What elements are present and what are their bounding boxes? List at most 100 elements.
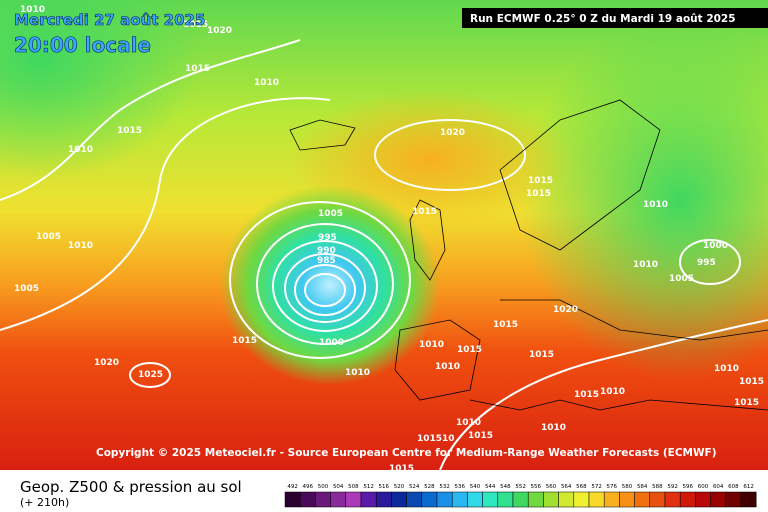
coastlines — [289, 99, 768, 411]
scale-label: 556 — [531, 484, 542, 490]
scale-label: 572 — [591, 484, 602, 490]
scale-label: 608 — [728, 484, 739, 490]
scale-label: 576 — [607, 484, 618, 490]
scale-swatch — [451, 491, 468, 508]
scale-swatch — [436, 491, 453, 508]
scale-swatch — [558, 491, 575, 508]
scale-label: 600 — [698, 484, 709, 490]
scale-swatch — [588, 491, 605, 508]
isobar-label: 1010 — [68, 241, 93, 251]
scale-swatch — [406, 491, 423, 508]
copyright: Copyright © 2025 Meteociel.fr - Source E… — [96, 447, 717, 459]
isobar-label: 985 — [317, 256, 336, 266]
scale-swatch — [482, 491, 499, 508]
isobar-label: 1010 — [345, 368, 370, 378]
scale-label: 540 — [470, 484, 481, 490]
isobar-label: 1015 — [185, 64, 210, 74]
isobar-label: 1010 — [419, 340, 444, 350]
scale-label: 496 — [303, 484, 314, 490]
scale-swatch — [360, 491, 377, 508]
isobar-label: 1010 — [643, 200, 668, 210]
isobar-label: 1025 — [138, 370, 163, 380]
scale-swatch — [634, 491, 651, 508]
scale-swatch — [649, 491, 666, 508]
scale-label: 548 — [500, 484, 511, 490]
isobar-label: 1020 — [553, 305, 578, 315]
scale-label: 520 — [394, 484, 405, 490]
isobar-label: 1000 — [319, 338, 344, 348]
isobar-label: 1005 — [318, 209, 343, 219]
isobar-label: 1010 — [714, 364, 739, 374]
scale-swatch — [315, 491, 331, 508]
isobar-label: 1020 — [440, 128, 465, 138]
scale-swatch — [679, 491, 696, 508]
scale-label: 612 — [743, 484, 754, 490]
scale-label: 552 — [515, 484, 526, 490]
scale-swatch — [467, 491, 483, 508]
isobar-label: 1020 — [94, 358, 119, 368]
scale-swatch — [603, 491, 620, 508]
scale-label: 532 — [439, 484, 450, 490]
isobar-label: 1015 — [526, 189, 551, 199]
isobar-label: 1010 — [68, 145, 93, 155]
scale-label: 492 — [287, 484, 298, 490]
isobar-label: 1010 — [254, 78, 279, 88]
scale-label: 568 — [576, 484, 587, 490]
isobar-label: 1015 — [734, 398, 759, 408]
scale-label: 524 — [409, 484, 420, 490]
isobar-label: 1010 — [541, 423, 566, 433]
isobar-label: 1010 — [633, 260, 658, 270]
scale-swatch — [543, 491, 559, 508]
run-info: Run ECMWF 0.25° 0 Z du Mardi 19 août 202… — [470, 13, 736, 25]
scale-swatch — [573, 491, 590, 508]
isobar-label: 1015 — [739, 377, 764, 387]
footer-title: Geop. Z500 & pression au sol — [20, 478, 242, 496]
scale-label: 604 — [713, 484, 724, 490]
field-area — [0, 0, 200, 180]
isobar-label: 1015 — [528, 176, 553, 186]
isobar-label: 1000 — [703, 241, 728, 251]
scale-swatch — [619, 491, 635, 508]
forecast-date: Mercredi 27 août 2025 — [14, 11, 205, 29]
isobar-label: 995 — [697, 258, 716, 268]
isobar-label: 1020 — [207, 26, 232, 36]
scale-swatch — [740, 491, 757, 508]
isobars — [0, 39, 768, 471]
isobar-label: 1010 — [456, 418, 481, 428]
scale-swatch — [664, 491, 681, 508]
isobar-label: 1015 — [574, 390, 599, 400]
scale-swatch — [695, 491, 711, 508]
isobar-label: 1015 — [117, 126, 142, 136]
run-box — [462, 8, 768, 28]
scale-swatch — [725, 491, 742, 508]
field-area — [520, 20, 768, 380]
scale-swatch — [527, 491, 544, 508]
isobar-labels: 1010101510201015101010151010102010051010… — [14, 5, 764, 474]
isobar-label: 1015 — [412, 207, 437, 217]
isobar-label: 1005 — [36, 232, 61, 242]
scale-swatch — [299, 491, 316, 508]
scale-swatch — [710, 491, 727, 508]
scale-swatch — [330, 491, 347, 508]
isobar-label: 1015 — [389, 464, 414, 474]
footer-lead: (+ 210h) — [20, 496, 69, 509]
scale-label: 508 — [348, 484, 359, 490]
scale-swatch — [497, 491, 514, 508]
isobar-label: 1015 — [468, 431, 493, 441]
scale-swatch — [512, 491, 529, 508]
scale-label: 588 — [652, 484, 663, 490]
isobar-label: 1010 — [435, 362, 460, 372]
color-scale: 492 496 500 504 508 512 516 520 524 528 532 536 540 5… — [284, 484, 757, 508]
scale-label: 584 — [637, 484, 648, 490]
isobar-label: 1015 — [493, 320, 518, 330]
scale-label: 560 — [546, 484, 557, 490]
scale-label: 516 — [379, 484, 390, 490]
isobar-label: 995 — [318, 233, 337, 243]
scale-swatch — [391, 491, 407, 508]
isobar-label: 1015 — [457, 345, 482, 355]
scale-label: 536 — [455, 484, 466, 490]
scale-swatch — [345, 491, 362, 508]
scale-label: 544 — [485, 484, 496, 490]
isobar-label: 990 — [317, 246, 336, 256]
forecast-time: 20:00 locale — [14, 33, 151, 57]
